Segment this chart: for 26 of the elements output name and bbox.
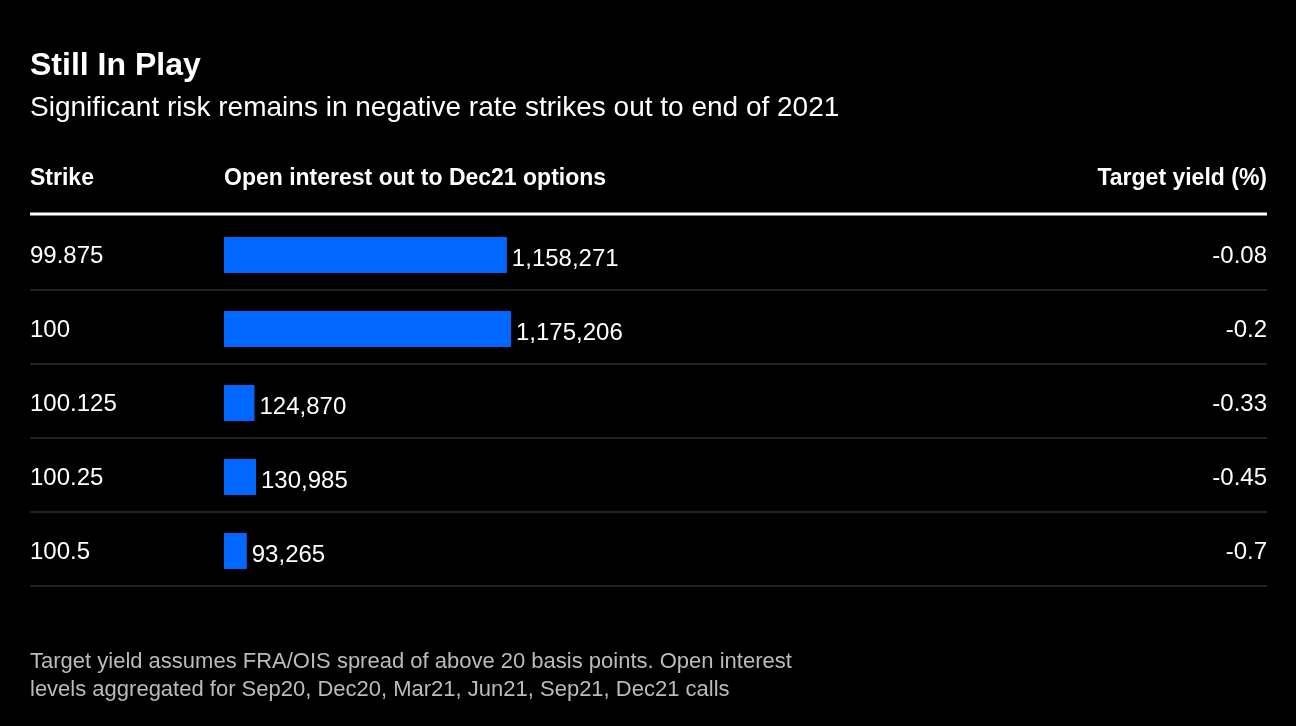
y-tick-label: 100	[30, 315, 71, 342]
bar	[224, 237, 507, 273]
y2-tick-label: -0.33	[1212, 389, 1267, 416]
y-tick-label: 99.875	[30, 241, 104, 268]
chart-subtitle: Significant risk remains in negative rate strikes out to end of 2021	[30, 91, 840, 122]
y-axis-title: Strike	[30, 164, 94, 190]
y-tick-label: 100.25	[30, 463, 104, 490]
y2-tick-label: -0.08	[1212, 241, 1267, 268]
text: Target yield assumes FRA/OIS spread of above 20 basis points. Open interest levels aggregated for Sep20, Dec20, Mar21, Jun21, Sep21, Dec21 calls	[30, 648, 792, 701]
chart-title: Still In Play	[30, 46, 201, 82]
bar	[224, 459, 256, 495]
data-label: 93,265	[251, 540, 326, 567]
y2-tick-label: -0.2	[1225, 315, 1267, 342]
y2-tick-label: -0.45	[1212, 463, 1267, 490]
data-label: 130,985	[260, 466, 348, 493]
data-label: 1,158,271	[511, 244, 619, 271]
y2-tick-label: -0.7	[1225, 537, 1267, 564]
x-axis-title: Open interest out to Dec21 options	[224, 164, 607, 190]
bar	[224, 533, 247, 569]
bar	[224, 311, 511, 347]
bar	[224, 385, 255, 421]
data-label: 124,870	[259, 392, 347, 419]
y-tick-label: 100.125	[30, 389, 117, 416]
text: Target yield (%)	[1097, 164, 1267, 190]
data-label: 1,175,206	[516, 318, 623, 345]
y-tick-label: 100.5	[30, 537, 91, 564]
